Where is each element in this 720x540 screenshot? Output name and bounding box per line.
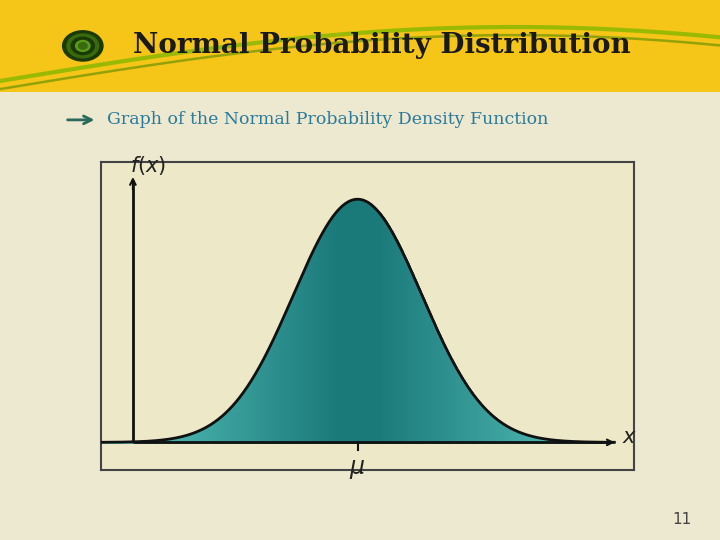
Text: $x$: $x$ [622,428,637,447]
Text: $\mu$: $\mu$ [349,458,366,481]
Bar [0,0,720,92]
Text: $f(x)$: $f(x)$ [130,154,166,177]
Circle shape [76,40,90,51]
Bar [0,92,720,540]
Text: Normal Probability Distribution: Normal Probability Distribution [132,32,631,59]
Circle shape [63,31,103,61]
Text: 11: 11 [672,511,691,526]
Circle shape [67,34,99,58]
Text: Graph of the Normal Probability Density Function: Graph of the Normal Probability Density … [107,111,548,129]
Circle shape [71,37,94,55]
Circle shape [78,43,87,49]
